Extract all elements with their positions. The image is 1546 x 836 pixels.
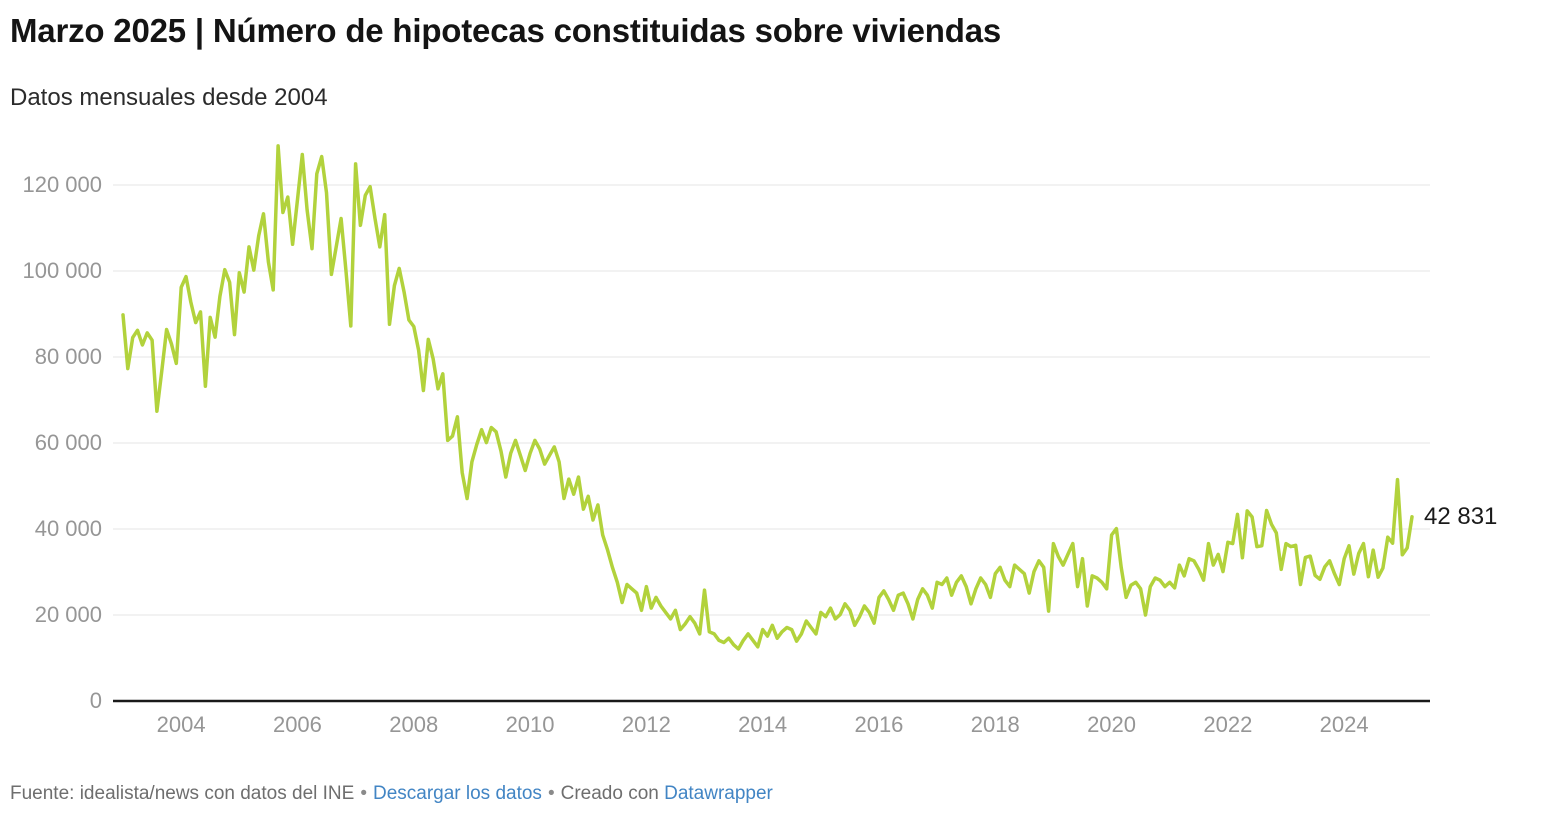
datawrapper-link[interactable]: Datawrapper: [664, 783, 773, 804]
y-axis-tick-label: 100 000: [22, 258, 102, 283]
attribution-footer: Fuente: idealista/news con datos del INE…: [10, 783, 773, 805]
mortgages-line-series: [121, 144, 1414, 651]
download-data-link[interactable]: Descargar los datos: [372, 783, 542, 804]
y-axis-tick-label: 40 000: [34, 516, 102, 541]
y-axis-tick-label: 80 000: [34, 344, 102, 369]
x-axis-tick-label: 2016: [854, 712, 904, 737]
x-axis-tick-label: 2018: [970, 712, 1020, 737]
x-axis-tick-label: 2012: [621, 712, 671, 737]
x-axis-tick-label: 2020: [1087, 712, 1137, 737]
chart-title: Marzo 2025 | Número de hipotecas constit…: [10, 12, 1002, 49]
y-axis-tick-label: 60 000: [34, 430, 102, 455]
x-axis-tick-label: 2010: [505, 712, 555, 737]
y-axis-tick-label: 20 000: [34, 602, 102, 627]
x-axis-tick-label: 2014: [738, 712, 788, 737]
x-axis-tick-label: 2006: [272, 712, 322, 737]
last-value-label: 42 831: [1424, 502, 1498, 530]
y-axis-tick-label: 0: [89, 688, 102, 713]
y-axis-tick-label: 120 000: [22, 172, 102, 197]
footer-separator: •: [360, 783, 367, 804]
x-axis-tick-label: 2004: [156, 712, 206, 737]
footer-separator: •: [547, 783, 555, 804]
chart-subtitle: Datos mensuales desde 2004: [10, 84, 328, 111]
x-axis-tick-label: 2008: [389, 712, 439, 737]
x-axis-tick-label: 2024: [1319, 712, 1369, 737]
x-axis-tick-label: 2022: [1203, 712, 1253, 737]
created-with-text: Creado con: [560, 783, 659, 804]
source-text: Fuente: idealista/news con datos del INE: [10, 783, 355, 804]
